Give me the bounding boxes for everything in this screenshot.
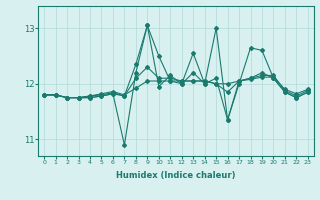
X-axis label: Humidex (Indice chaleur): Humidex (Indice chaleur) — [116, 171, 236, 180]
